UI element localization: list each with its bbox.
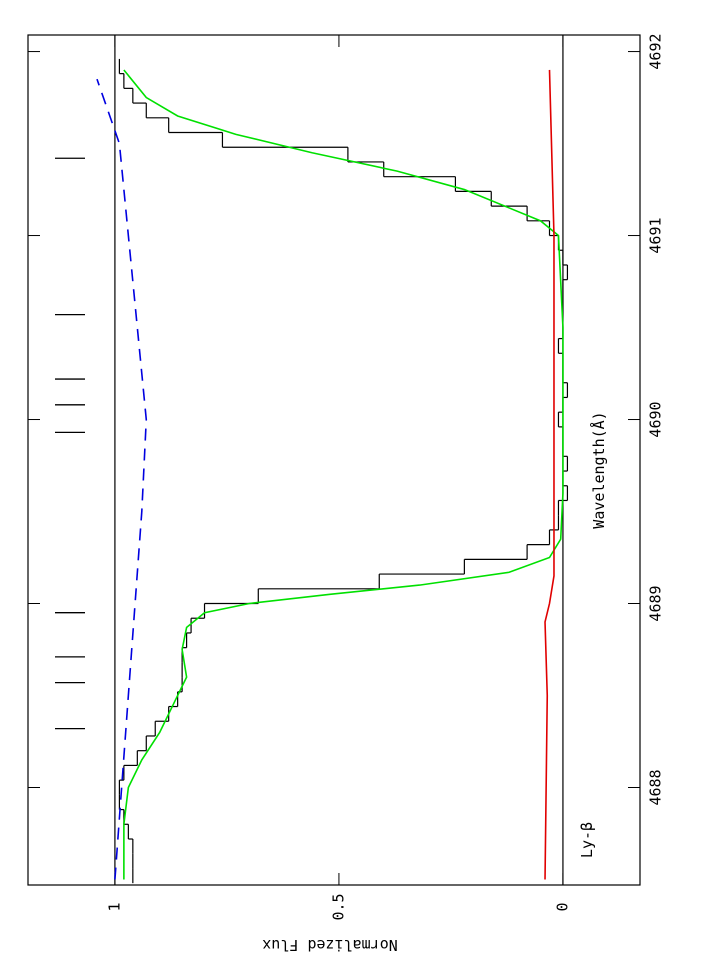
x-tick-label: 4688 [647, 769, 665, 805]
series-line [96, 78, 148, 880]
y-axis-label: Normalized Flux [262, 936, 397, 954]
x-axis-label: Wavelength(Å) [589, 411, 608, 528]
y-tick-label: 1 [105, 902, 123, 911]
plot-frame [27, 34, 641, 886]
y-tick-label: 0.5 [329, 893, 347, 920]
annotation: Ly-β [578, 822, 596, 858]
y-tick-label: 0 [553, 902, 571, 911]
x-tick-label: 4691 [647, 217, 665, 253]
x-tick-label: 4692 [647, 33, 665, 69]
x-tick-label: 4690 [647, 401, 665, 437]
series-line [544, 69, 555, 880]
series-line [123, 69, 564, 880]
x-tick-label: 4689 [647, 585, 665, 621]
